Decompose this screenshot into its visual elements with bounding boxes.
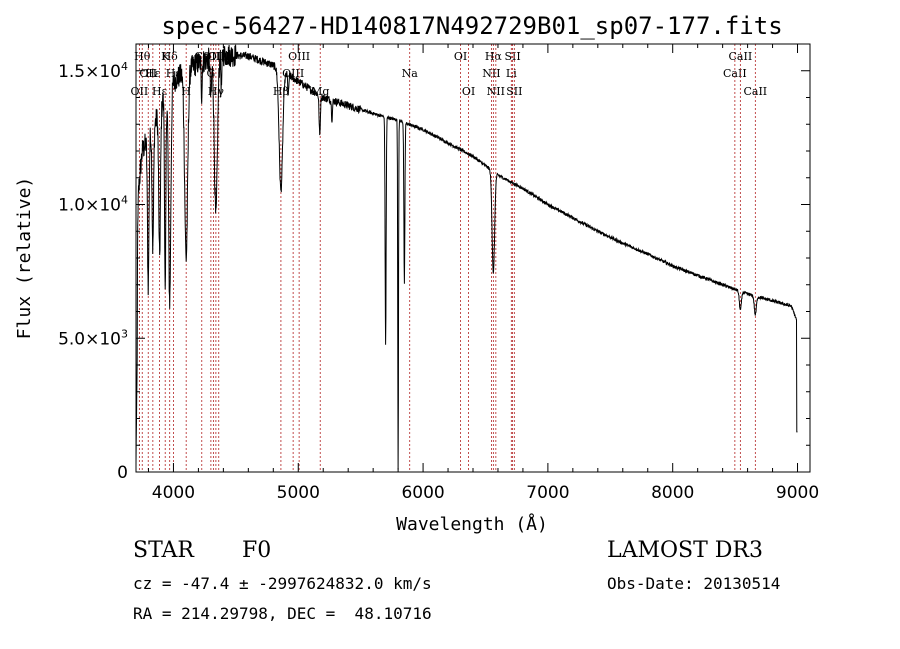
line-marker-label: NII (482, 67, 500, 80)
object-class: STAR (133, 538, 194, 563)
line-marker-label: Mg (311, 85, 329, 98)
x-tick-label: 6000 (401, 483, 444, 503)
line-marker-label: CaII (729, 50, 753, 63)
x-tick-label: 8000 (651, 483, 694, 503)
line-markers: HθOIIOIIHεHεKHδHεHCaGOIIIHγOIIIHβOIIIOII… (131, 44, 767, 472)
line-marker-label: K (161, 50, 170, 63)
spectrum-line (135, 44, 798, 470)
line-marker-label: H (181, 85, 191, 98)
line-marker-label: Hγ (208, 85, 225, 98)
coordinates: RA = 214.29798, DEC = 48.10716 (133, 604, 432, 623)
chart-title: spec-56427-HD140817N492729B01_sp07-177.f… (161, 12, 782, 40)
y-tick-label: 1.0×104 (58, 194, 128, 216)
line-marker-label: Hθ (134, 50, 151, 63)
redshift-info: cz = -47.4 ± -2997624832.0 km/s (133, 574, 432, 593)
y-axis: 0 5.0×103 1.0×104 1.5×104 (58, 60, 810, 483)
y-tick-label: 0 (117, 463, 128, 483)
line-marker-label: SII (506, 85, 522, 98)
line-marker-label: OI (454, 50, 467, 63)
line-marker-label: Na (402, 67, 419, 80)
x-axis-label: Wavelength (Å) (396, 513, 548, 535)
y-tick-label: 1.5×104 (58, 60, 128, 82)
line-marker-label: CaII (723, 67, 747, 80)
x-tick-label: 5000 (277, 483, 320, 503)
x-axis: 4000 5000 6000 7000 8000 9000 (147, 44, 819, 503)
object-subclass: F0 (242, 538, 272, 563)
line-marker-label: OII (131, 85, 149, 98)
line-marker-label: NII (487, 85, 505, 98)
line-marker-label: CaII (743, 85, 767, 98)
line-marker-label: Hα (485, 50, 503, 63)
line-marker-label: SII (504, 50, 520, 63)
line-marker-label: OI (462, 85, 475, 98)
line-marker-label: OIII (288, 50, 310, 63)
plot-frame (135, 43, 811, 473)
line-marker-label: Hδ (162, 50, 179, 63)
line-marker-label: Hε (145, 67, 161, 80)
line-marker-label: Hβ (273, 85, 289, 98)
observation-date: Obs-Date: 20130514 (607, 574, 781, 593)
x-tick-label: 9000 (776, 483, 819, 503)
y-axis-label: Flux (relative) (14, 177, 35, 340)
y-tick-label: 5.0×103 (58, 327, 128, 349)
line-marker-label: Li (506, 67, 517, 80)
x-tick-label: 7000 (526, 483, 569, 503)
line-marker-label: G (206, 67, 215, 80)
survey-name: LAMOST DR3 (607, 538, 763, 563)
x-tick-label: 4000 (152, 483, 195, 503)
